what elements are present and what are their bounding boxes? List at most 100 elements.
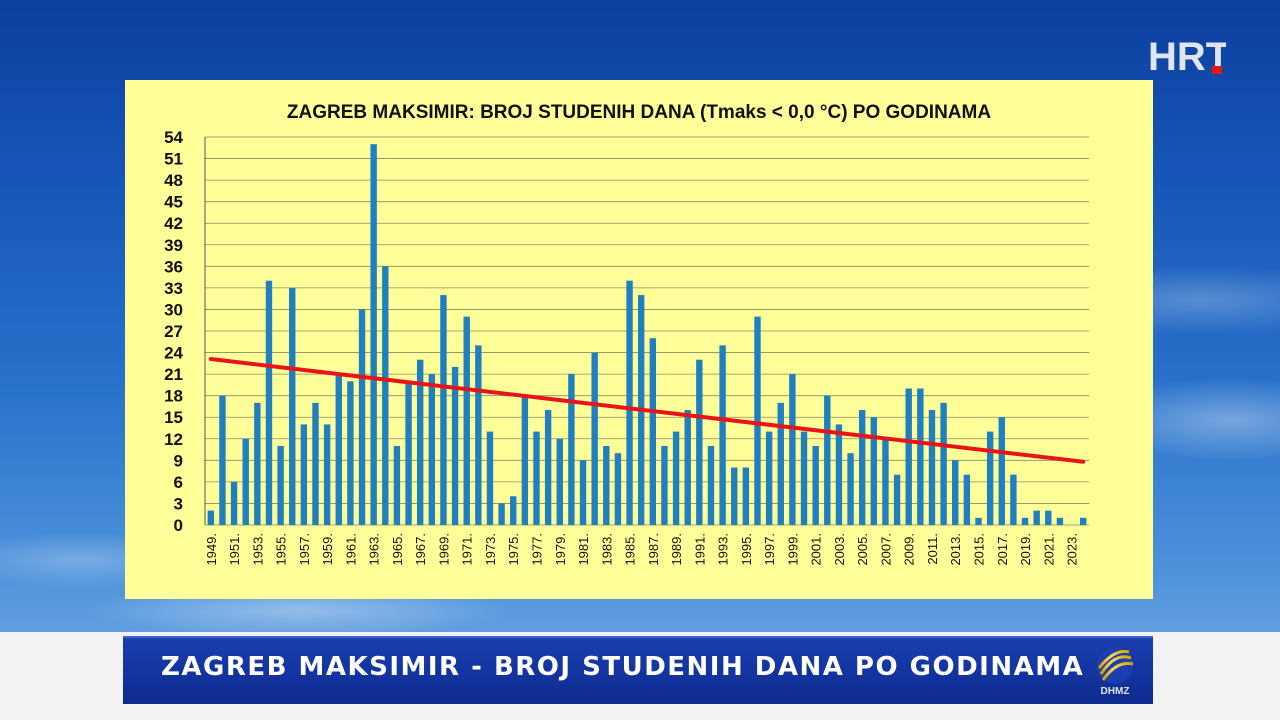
x-tick-label: 1967. (413, 533, 428, 566)
x-tick-label: 1981. (576, 533, 591, 566)
x-tick-label: 1955. (274, 533, 289, 566)
bar (347, 381, 354, 525)
x-tick-label: 2017. (995, 533, 1010, 566)
bar (521, 395, 529, 525)
chart-title: ZAGREB MAKSIMIR: BROJ STUDENIH DANA (Tma… (286, 102, 992, 123)
bar (719, 345, 726, 525)
bar (603, 445, 610, 525)
x-tick-label: 1989. (669, 533, 684, 566)
bar (312, 402, 319, 525)
x-tick-label: 1987. (646, 533, 661, 566)
y-tick-label: 6 (174, 473, 183, 492)
bar (265, 280, 273, 525)
x-tick-label: 2003. (832, 533, 847, 566)
bar (463, 316, 470, 525)
bar (428, 374, 436, 525)
bar (544, 410, 552, 525)
x-tick-label: 1993. (716, 533, 731, 566)
bar (882, 438, 889, 525)
bar (510, 496, 517, 525)
lower-third-banner: ZAGREB MAKSIMIR - BROJ STUDENIH DANA PO … (123, 636, 1153, 704)
x-tick-label: 1969. (436, 533, 451, 566)
bar (300, 424, 308, 525)
x-tick-label: 2013. (948, 533, 963, 566)
bar (835, 424, 843, 525)
bar (928, 410, 936, 525)
x-tick-label: 1979. (553, 533, 568, 566)
x-tick-label: 1965. (390, 533, 405, 566)
y-tick-label: 27 (164, 322, 183, 341)
bar (382, 266, 389, 525)
x-tick-label: 2009. (902, 533, 917, 566)
x-tick-label: 2015. (972, 533, 987, 566)
bar (812, 445, 819, 525)
bar (952, 460, 959, 525)
x-tick-label: 1949. (204, 533, 219, 566)
bar (289, 287, 296, 525)
x-tick-label: 2001. (809, 533, 824, 566)
y-tick-label: 30 (164, 300, 183, 319)
bar (858, 410, 866, 525)
x-tick-label: 2021. (1041, 533, 1056, 566)
bar (556, 438, 563, 525)
y-tick-label: 0 (174, 516, 183, 535)
bar (219, 395, 226, 525)
chart-panel: ZAGREB MAKSIMIR: BROJ STUDENIH DANA (Tma… (125, 80, 1153, 599)
x-tick-label: 2005. (855, 533, 870, 566)
y-tick-label: 12 (164, 430, 183, 449)
bar (940, 402, 947, 525)
x-tick-label: 1953. (250, 533, 265, 566)
x-tick-label: 1997. (762, 533, 777, 566)
bar (533, 431, 540, 525)
bar (1079, 517, 1087, 525)
bar (579, 460, 587, 525)
bar (893, 474, 901, 525)
bar (707, 445, 715, 525)
bar (1033, 510, 1040, 525)
y-tick-label: 9 (174, 451, 183, 470)
x-tick-label: 1971. (460, 533, 475, 566)
bar (242, 438, 249, 525)
y-tick-label: 18 (164, 387, 183, 406)
bar (800, 431, 808, 525)
bar (626, 280, 633, 525)
x-tick-label: 1973. (483, 533, 498, 566)
bar (475, 345, 482, 525)
bar (847, 453, 854, 525)
y-tick-label: 39 (164, 236, 183, 255)
x-tick-label: 1985. (623, 533, 638, 566)
bar (1010, 474, 1017, 525)
bar (824, 395, 831, 525)
bar (207, 510, 215, 525)
dhmz-logo: DHMZ (1097, 648, 1134, 697)
bar (230, 481, 238, 525)
bar (742, 467, 750, 525)
y-tick-label: 42 (164, 214, 183, 233)
hrt-logo: HRT (1148, 36, 1226, 76)
y-tick-label: 33 (164, 279, 183, 298)
y-tick-label: 51 (164, 150, 183, 169)
bar (765, 431, 773, 525)
y-tick-label: 21 (164, 365, 183, 384)
bar (498, 503, 505, 525)
x-tick-label: 1995. (739, 533, 754, 566)
bar (335, 374, 342, 525)
bar (416, 359, 424, 525)
bar (777, 402, 784, 525)
bar (1021, 517, 1029, 525)
bar (358, 309, 366, 525)
bar (405, 381, 412, 525)
x-tick-label: 2023. (1065, 533, 1080, 566)
bar (975, 517, 982, 525)
bar (672, 431, 680, 525)
y-tick-label: 24 (164, 344, 183, 363)
trend-line (208, 357, 1086, 464)
bar (1045, 510, 1052, 525)
bar (789, 374, 796, 525)
x-tick-label: 2007. (878, 533, 893, 566)
x-tick-label: 1977. (530, 533, 545, 566)
bar (591, 352, 598, 525)
x-tick-label: 1983. (599, 533, 614, 566)
bar (649, 338, 657, 525)
